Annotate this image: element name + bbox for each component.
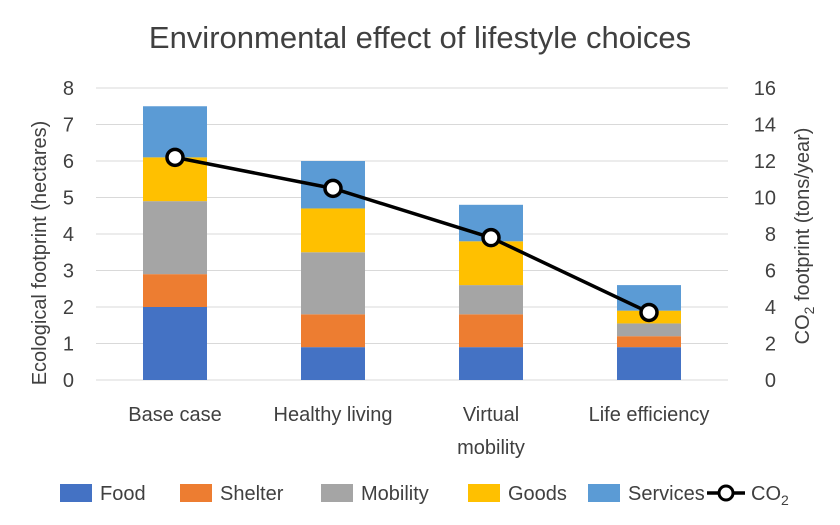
- right-axis-ticks: 0 2 4 6 8 10 12 14 16: [754, 78, 776, 392]
- bar-mobility-1: [143, 201, 207, 275]
- bar-shelter-3: [459, 314, 523, 348]
- bar-food-3: [459, 347, 523, 380]
- left-tick-label: 2: [63, 297, 74, 319]
- bars: [143, 106, 681, 380]
- bar-mobility-3: [459, 285, 523, 315]
- category-label: Virtual mobility: [457, 404, 525, 459]
- category-label: Life efficiency: [589, 404, 710, 426]
- right-tick-label: 10: [754, 188, 776, 210]
- co2-line-path: [174, 155, 650, 315]
- right-tick-label: 16: [754, 78, 776, 100]
- bar-mobility-2: [301, 252, 365, 315]
- legend-swatch-food: [60, 484, 92, 502]
- co2-point-2: [323, 178, 343, 199]
- legend-swatch-shelter: [180, 484, 212, 502]
- right-tick-label: 2: [765, 334, 776, 356]
- legend-swatch-services: [588, 484, 620, 502]
- bar-food-2: [301, 347, 365, 380]
- bar-food-1: [143, 307, 207, 380]
- legend-swatch-goods: [468, 484, 500, 502]
- co2-point-3: [481, 227, 501, 248]
- legend-label-goods: Goods: [508, 483, 567, 505]
- left-tick-label: 5: [63, 188, 74, 210]
- left-tick-label: 0: [63, 370, 74, 392]
- legend-label-co2: CO2: [751, 483, 789, 508]
- legend-label-mobility: Mobility: [361, 483, 429, 505]
- right-tick-label: 8: [765, 224, 776, 246]
- legend-marker-co2: [717, 484, 735, 502]
- legend-label-food: Food: [100, 483, 146, 505]
- left-tick-label: 1: [63, 334, 74, 356]
- category-labels: Base case Healthy living Virtual mobility Li…: [128, 404, 709, 459]
- legend-swatch-mobility: [321, 484, 353, 502]
- left-tick-label: 6: [63, 151, 74, 173]
- bar-mobility-4: [617, 323, 681, 337]
- right-tick-label: 0: [765, 370, 776, 392]
- left-tick-label: 3: [63, 261, 74, 283]
- category-label: Healthy living: [274, 404, 393, 426]
- co2-point-1: [165, 147, 185, 168]
- left-tick-label: 7: [63, 115, 74, 137]
- left-axis-ticks: 0 1 2 3 4 5 6 7 8: [63, 78, 74, 392]
- right-tick-label: 6: [765, 261, 776, 283]
- co2-point-4: [639, 302, 659, 323]
- y2-axis-title: CO2 footprint (tons/year): [792, 128, 817, 345]
- right-tick-label: 12: [754, 151, 776, 173]
- category-label: Base case: [128, 404, 221, 426]
- bar-goods-2: [301, 208, 365, 253]
- co2-line: [165, 147, 659, 323]
- bar-shelter-2: [301, 314, 365, 348]
- right-tick-label: 14: [754, 115, 776, 137]
- right-tick-label: 4: [765, 297, 776, 319]
- legend: Food Shelter Mobility Goods Services CO2: [60, 483, 789, 508]
- left-tick-label: 4: [63, 224, 74, 246]
- y-axis-title: Ecological footprint (hectares): [29, 121, 51, 386]
- bar-shelter-1: [143, 274, 207, 307]
- bar-food-4: [617, 347, 681, 380]
- left-tick-label: 8: [63, 78, 74, 100]
- chart-title: Environmental effect of lifestyle choice…: [149, 20, 691, 55]
- legend-label-services: Services: [628, 483, 705, 505]
- bar-shelter-4: [617, 336, 681, 348]
- legend-label-shelter: Shelter: [220, 483, 284, 505]
